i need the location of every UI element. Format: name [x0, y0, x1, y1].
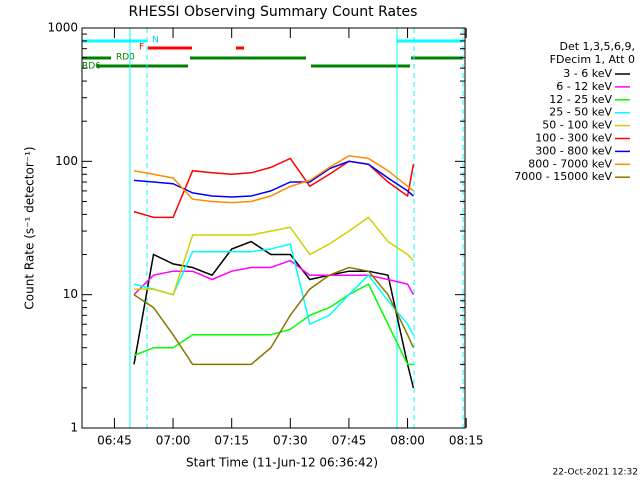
chart-title: RHESSI Observing Summary Count Rates — [129, 4, 418, 20]
y-tick-label: 10 — [63, 287, 78, 301]
x-tick-label: 07:45 — [332, 434, 367, 448]
x-axis-label: Start Time (11-Jun-12 06:36:42) — [186, 456, 378, 470]
legend-title: FDecim 1, Att 0 — [550, 53, 635, 66]
flag-label: N — [152, 36, 159, 46]
x-tick-label: 08:15 — [449, 434, 484, 448]
x-tick-label: 08:00 — [390, 434, 425, 448]
series-line — [133, 155, 414, 204]
legend-label: 12 - 25 keV — [549, 93, 612, 106]
legend-label: 50 - 100 keV — [542, 119, 612, 132]
y-tick-label: 1000 — [47, 21, 78, 35]
flag-label: RD6 — [82, 62, 101, 72]
series-line — [133, 243, 415, 336]
x-tick-label: 07:00 — [156, 434, 191, 448]
markers — [129, 28, 464, 428]
y-tick-label: 1 — [70, 421, 78, 435]
legend-title: Det 1,3,5,6,9, — [559, 40, 635, 53]
series-line — [134, 216, 414, 296]
timestamp: 22-Oct-2021 12:32 — [553, 468, 638, 478]
y-tick-label: 100 — [55, 154, 78, 168]
x-tick-label: 06:45 — [97, 434, 132, 448]
y-axis-label: Count Rate (s⁻¹ detector⁻¹) — [23, 146, 37, 309]
state-bars — [82, 39, 463, 68]
legend-label: 300 - 800 keV — [535, 144, 612, 157]
legend-label: 800 - 7000 keV — [528, 157, 612, 170]
series-line — [133, 157, 415, 219]
flag-label: RD0 — [116, 53, 135, 63]
legend-label: 100 - 300 keV — [535, 132, 612, 145]
series-line — [133, 266, 415, 366]
x-tick-label: 07:15 — [214, 434, 249, 448]
flag-label: F — [139, 43, 144, 53]
legend-label: 25 - 50 keV — [549, 106, 612, 119]
legend-label: 6 - 12 keV — [556, 80, 612, 93]
plot-frame — [81, 27, 466, 429]
series-line — [133, 259, 415, 296]
x-tick-label: 07:30 — [273, 434, 308, 448]
legend-label: 3 - 6 keV — [563, 67, 612, 80]
legend-label: 7000 - 15000 keV — [514, 170, 612, 183]
